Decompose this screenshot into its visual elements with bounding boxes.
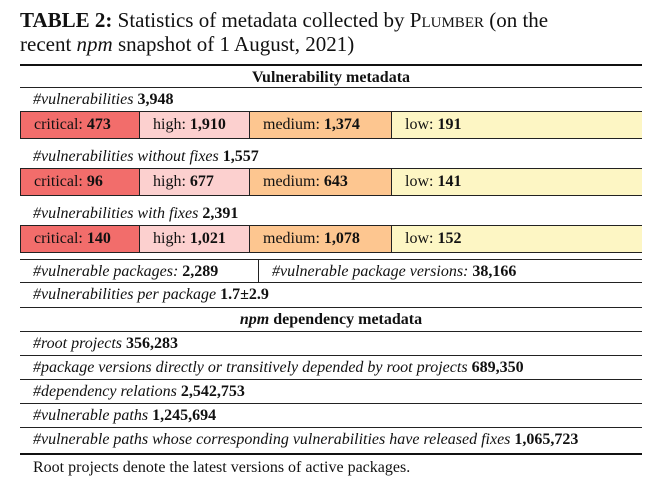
- row-label: #vulnerable package versions:: [272, 263, 469, 280]
- data-row: #vulnerable paths 1,245,694: [20, 404, 642, 428]
- data-row: #root projects 356,283: [20, 332, 642, 356]
- severity-name: high:: [153, 230, 186, 247]
- row-label: #vulnerable paths: [33, 407, 149, 424]
- caption-line: recent npm snapshot of 1 August, 2021): [20, 32, 354, 56]
- row-label: #vulnerable packages:: [33, 263, 179, 280]
- severity-cell: high: 1,910: [140, 112, 250, 138]
- severity-row: critical: 140 high: 1,021 medium: 1,078 low…: [20, 226, 642, 253]
- severity-name: critical:: [34, 116, 83, 133]
- caption-text: recent: [20, 32, 72, 56]
- header-text: dependency metadata: [273, 311, 423, 328]
- severity-name: low:: [405, 173, 434, 190]
- severity-cell: high: 1,021: [140, 226, 250, 252]
- row-label: #vulnerabilities per package: [33, 286, 217, 303]
- caption-text: (on the: [489, 8, 549, 32]
- severity-cell: low: 141: [392, 169, 642, 195]
- table: Vulnerability metadata #vulnerabilities 3…: [20, 64, 642, 481]
- severity-value: 473: [86, 116, 111, 133]
- severity-cell: medium: 1,078: [250, 226, 392, 252]
- section-header: Vulnerability metadata: [20, 64, 642, 88]
- row-label: #dependency relations: [33, 383, 177, 400]
- severity-cell: medium: 1,374: [250, 112, 392, 138]
- severity-name: critical:: [34, 173, 83, 190]
- data-row: #package versions directly or transitive…: [20, 356, 642, 380]
- row-value: 2,289: [182, 263, 219, 280]
- row-value: 1,245,694: [152, 407, 217, 424]
- row-label: #vulnerabilities without fixes: [33, 148, 219, 165]
- severity-name: low:: [405, 116, 434, 133]
- severity-cell: low: 191: [392, 112, 642, 138]
- row-value: 1,065,723: [514, 431, 579, 448]
- row-label: #package versions directly or transitive…: [33, 359, 468, 376]
- severity-cell: medium: 643: [250, 169, 392, 195]
- group-row: #vulnerabilities with fixes 2,391: [20, 202, 642, 226]
- severity-value: 643: [323, 173, 348, 190]
- severity-row: critical: 473 high: 1,910 medium: 1,374 low…: [20, 112, 642, 139]
- row-value: 689,350: [471, 359, 524, 376]
- severity-cell: critical: 96: [20, 169, 140, 195]
- group-row: #vulnerabilities without fixes 1,557: [20, 145, 642, 169]
- row-value: 1.7±2.9: [220, 286, 269, 303]
- severity-name: high:: [153, 116, 186, 133]
- tool-name: Plumber: [409, 8, 484, 32]
- severity-value: 152: [437, 230, 462, 247]
- severity-value: 141: [437, 173, 462, 190]
- row-label: #vulnerable paths whose corresponding vu…: [33, 431, 511, 448]
- row-value: 38,166: [472, 263, 517, 280]
- data-row: #dependency relations 2,542,753: [20, 380, 642, 404]
- row-value: 2,391: [202, 205, 239, 222]
- split-cell: #vulnerable packages: 2,289: [20, 260, 259, 282]
- split-row: #vulnerable packages: 2,289 #vulnerable p…: [20, 259, 642, 283]
- severity-row: critical: 96 high: 677 medium: 643 low: 141: [20, 169, 642, 196]
- severity-name: medium:: [263, 116, 320, 133]
- severity-cell: high: 677: [140, 169, 250, 195]
- caption-label: TABLE 2:: [20, 8, 113, 32]
- row-label: #vulnerabilities: [33, 91, 134, 108]
- row-label: #vulnerabilities with fixes: [33, 205, 199, 222]
- severity-value: 677: [189, 173, 214, 190]
- severity-value: 140: [86, 230, 111, 247]
- row-label: #root projects: [33, 335, 123, 352]
- caption-text: npm: [76, 32, 113, 56]
- severity-name: critical:: [34, 230, 83, 247]
- footnote: Root projects denote the latest versions…: [20, 453, 642, 481]
- severity-value: 1,078: [323, 230, 360, 247]
- severity-name: medium:: [263, 230, 320, 247]
- split-cell: #vulnerable package versions: 38,166: [259, 260, 516, 282]
- severity-value: 191: [437, 116, 462, 133]
- header-text: Vulnerability metadata: [251, 69, 411, 86]
- severity-name: low:: [405, 230, 434, 247]
- caption-line: TABLE 2: Statistics of metadata collecte…: [20, 8, 548, 32]
- severity-value: 1,910: [189, 116, 226, 133]
- row-value: 3,948: [137, 91, 174, 108]
- severity-value: 1,021: [189, 230, 226, 247]
- severity-cell: low: 152: [392, 226, 642, 252]
- severity-value: 96: [86, 173, 103, 190]
- severity-value: 1,374: [323, 116, 360, 133]
- header-text: npm: [239, 311, 270, 328]
- severity-cell: critical: 140: [20, 226, 140, 252]
- severity-name: high:: [153, 173, 186, 190]
- row-value: 1,557: [222, 148, 259, 165]
- section-header: npm dependency metadata: [20, 308, 642, 332]
- data-row: #vulnerable paths whose corresponding vu…: [20, 428, 642, 453]
- severity-name: medium:: [263, 173, 320, 190]
- data-row: #vulnerabilities per package 1.7±2.9: [20, 283, 642, 308]
- caption-text: Statistics of metadata collected by: [117, 8, 405, 32]
- severity-cell: critical: 473: [20, 112, 140, 138]
- row-value: 2,542,753: [180, 383, 245, 400]
- caption-text: snapshot of 1 August, 2021): [117, 32, 355, 56]
- row-value: 356,283: [126, 335, 179, 352]
- group-row: #vulnerabilities 3,948: [20, 88, 642, 112]
